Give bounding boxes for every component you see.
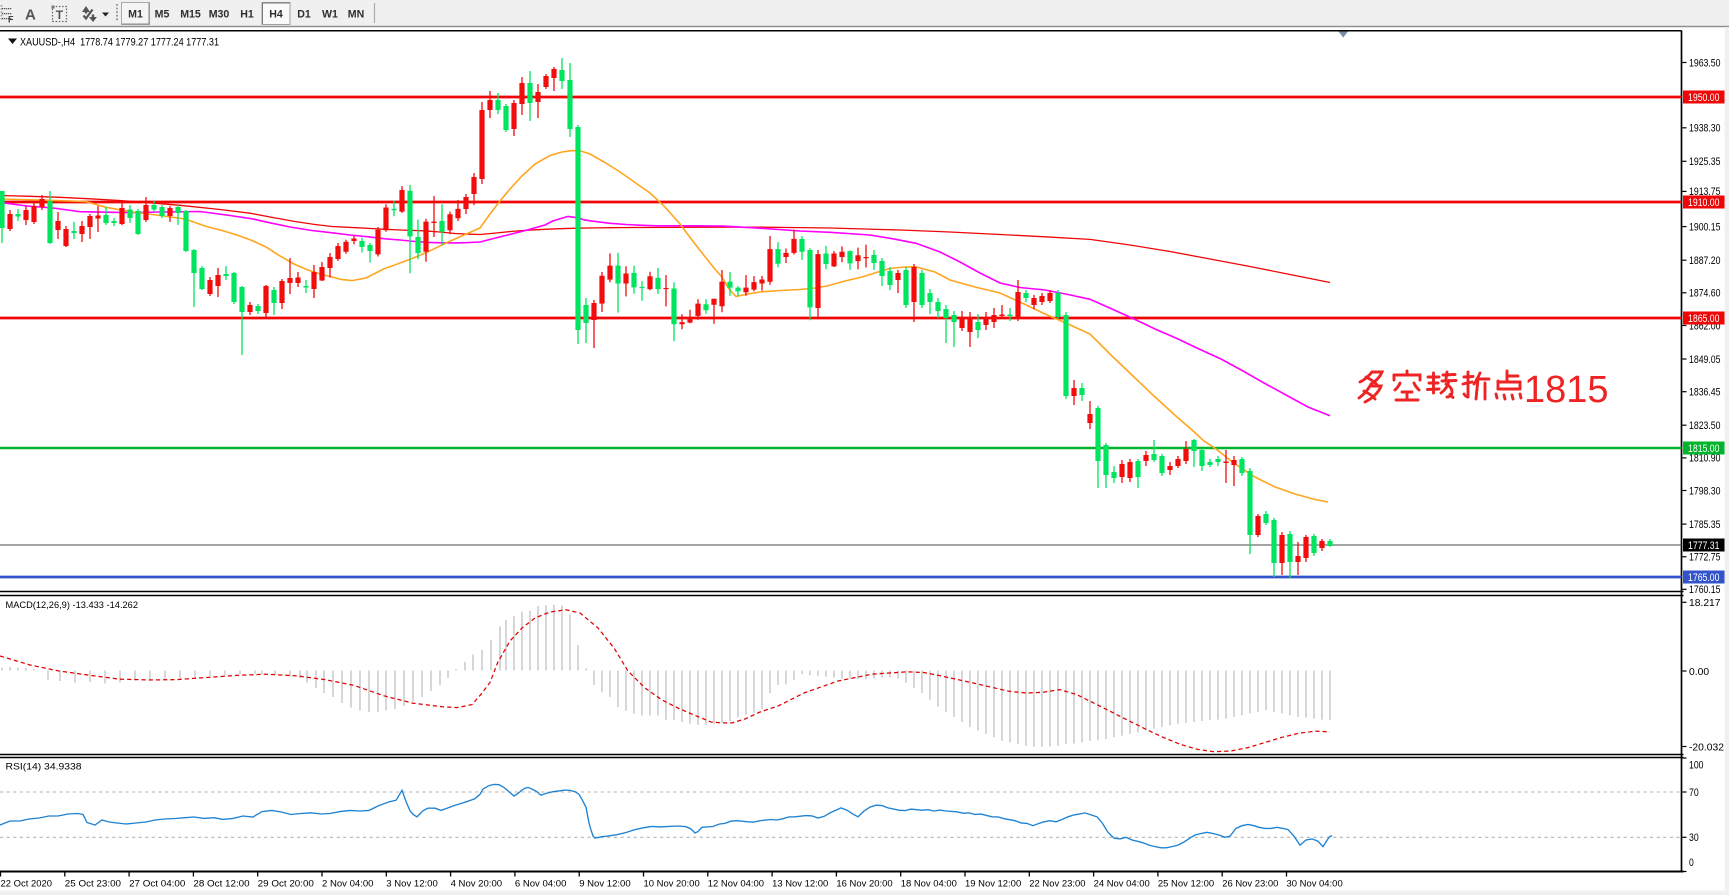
svg-text:24 Nov 04:00: 24 Nov 04:00 [1094,879,1150,890]
svg-text:1950.00: 1950.00 [1688,92,1720,104]
svg-text:1836.45: 1836.45 [1689,387,1721,399]
svg-text:1810.90: 1810.90 [1689,453,1721,465]
svg-text:M30: M30 [209,9,230,21]
svg-text:22 Oct 2020: 22 Oct 2020 [1,879,53,890]
svg-text:12 Nov 04:00: 12 Nov 04:00 [708,879,764,890]
svg-text:1760.15: 1760.15 [1689,584,1721,596]
svg-text:F: F [8,15,14,25]
svg-text:22 Nov 23:00: 22 Nov 23:00 [1029,879,1085,890]
svg-text:1823.50: 1823.50 [1689,420,1721,432]
svg-text:1765.00: 1765.00 [1688,572,1720,584]
svg-text:2 Nov 04:00: 2 Nov 04:00 [322,879,374,890]
svg-text:29 Oct 20:00: 29 Oct 20:00 [258,879,314,890]
svg-text:1815.00: 1815.00 [1688,443,1720,455]
svg-text:1849.05: 1849.05 [1689,354,1721,366]
svg-text:1910.00: 1910.00 [1688,197,1720,209]
svg-text:13 Nov 12:00: 13 Nov 12:00 [772,879,828,890]
svg-text:D1: D1 [297,9,311,21]
svg-text:26 Nov 23:00: 26 Nov 23:00 [1222,879,1278,890]
svg-text:1874.60: 1874.60 [1689,288,1721,300]
svg-text:18 Nov 04:00: 18 Nov 04:00 [901,879,957,890]
svg-text:30: 30 [1689,832,1699,844]
svg-text:16 Nov 20:00: 16 Nov 20:00 [836,879,892,890]
svg-text:XAUUSD-,H4 1778.74 1779.27 17: XAUUSD-,H4 1778.74 1779.27 1777.24 1777.… [20,37,219,49]
svg-text:MN: MN [348,9,364,21]
svg-text:1900.15: 1900.15 [1689,221,1721,233]
svg-text:1785.35: 1785.35 [1689,519,1721,531]
svg-text:3 Nov 12:00: 3 Nov 12:00 [386,879,438,890]
svg-text:M5: M5 [155,9,170,21]
svg-text:1887.20: 1887.20 [1689,255,1721,267]
svg-text:1913.75: 1913.75 [1689,186,1721,198]
svg-text:25 Nov 12:00: 25 Nov 12:00 [1158,879,1214,890]
svg-text:0: 0 [1689,857,1694,869]
svg-text:70: 70 [1689,787,1699,799]
svg-text:10 Nov 20:00: 10 Nov 20:00 [644,879,700,890]
svg-text:1963.50: 1963.50 [1689,57,1721,69]
svg-text:19 Nov 12:00: 19 Nov 12:00 [965,879,1021,890]
svg-text:1938.30: 1938.30 [1689,123,1721,135]
svg-text:M1: M1 [128,9,143,21]
svg-text:0.00: 0.00 [1689,667,1709,678]
svg-text:25 Oct 23:00: 25 Oct 23:00 [65,879,121,890]
svg-text:H1: H1 [240,9,254,21]
svg-text:MACD(12,26,9) -13.433 -14.262: MACD(12,26,9) -13.433 -14.262 [6,599,139,610]
svg-text:1777.31: 1777.31 [1688,540,1720,552]
svg-text:1865.00: 1865.00 [1688,313,1720,325]
svg-text:9 Nov 12:00: 9 Nov 12:00 [579,879,631,890]
svg-text:30 Nov 04:00: 30 Nov 04:00 [1287,879,1343,890]
svg-text:-20.032: -20.032 [1689,742,1724,753]
svg-text:18.217: 18.217 [1689,598,1721,609]
svg-text:1815: 1815 [1524,369,1609,411]
svg-text:4 Nov 20:00: 4 Nov 20:00 [451,879,503,890]
svg-text:H4: H4 [269,9,283,21]
svg-text:RSI(14) 34.9338: RSI(14) 34.9338 [6,761,82,772]
svg-text:W1: W1 [322,9,338,21]
svg-text:A: A [25,7,36,24]
svg-text:M15: M15 [180,9,201,21]
svg-text:28 Oct 12:00: 28 Oct 12:00 [193,879,249,890]
svg-text:6 Nov 04:00: 6 Nov 04:00 [515,879,567,890]
svg-text:1925.35: 1925.35 [1689,156,1721,168]
svg-text:100: 100 [1689,759,1704,771]
svg-text:1798.30: 1798.30 [1689,485,1721,497]
svg-text:1772.75: 1772.75 [1689,552,1721,564]
svg-text:27 Oct 04:00: 27 Oct 04:00 [129,879,185,890]
svg-text:T: T [56,8,64,22]
